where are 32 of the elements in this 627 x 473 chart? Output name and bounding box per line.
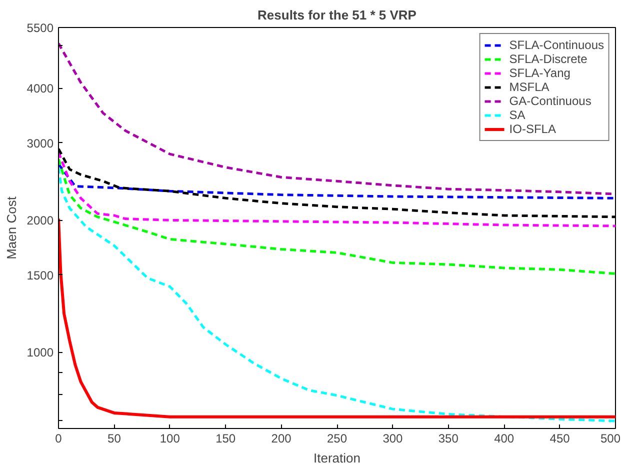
x-tick-label: 50 [108, 432, 122, 446]
legend-label: IO-SFLA [509, 122, 556, 136]
legend-label: SFLA-Yang [509, 66, 570, 80]
x-tick-label: 0 [55, 432, 62, 446]
line-series [58, 166, 616, 422]
x-tick-label: 350 [438, 432, 459, 446]
y-axis-title: Maen Cost [4, 196, 19, 260]
x-tick-label: 450 [550, 432, 570, 446]
y-tick-label: 3000 [26, 136, 54, 150]
legend-label: SA [509, 108, 526, 122]
y-tick-label: 5500 [26, 21, 54, 35]
y-tick-label: 1000 [26, 346, 54, 360]
x-tick-label: 150 [216, 432, 236, 446]
x-tick-label: 400 [494, 432, 514, 446]
x-tick-label: 200 [271, 432, 292, 446]
x-tick-label: 100 [160, 432, 180, 446]
line-series [58, 162, 616, 200]
x-tick-label: 500 [600, 432, 621, 446]
y-tick-label: 2000 [26, 214, 54, 228]
line-series [58, 151, 616, 228]
legend-label: SFLA-Continuous [509, 38, 604, 52]
y-tick-label: 1500 [26, 268, 54, 282]
legend-label: SFLA-Discrete [509, 52, 588, 66]
chart-title: Results for the 51 * 5 VRP [258, 8, 417, 22]
line-series [58, 217, 616, 418]
x-tick-label: 300 [382, 432, 404, 446]
x-tick-label: 250 [326, 432, 348, 446]
line-series [58, 158, 616, 275]
x-axis-title: Iteration [314, 450, 360, 466]
legend-label: GA-Continuous [509, 94, 592, 108]
y-tick-label: 4000 [26, 82, 54, 96]
legend-label: MSFLA [509, 80, 550, 94]
